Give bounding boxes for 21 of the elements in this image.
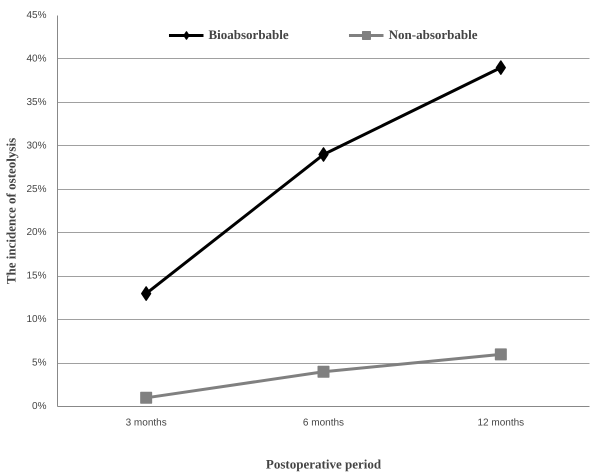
x-tick-label: 6 months <box>302 418 344 428</box>
y-tick-label: 35% <box>26 96 47 108</box>
legend-label: Non-absorbable <box>388 27 478 43</box>
legend-label: Bioabsorbable <box>208 27 289 43</box>
y-tick-label: 5% <box>32 358 47 369</box>
point <box>318 366 330 378</box>
y-tick-label: 45% <box>26 10 47 21</box>
y-tick-label: 0% <box>32 401 47 412</box>
x-tick-label: 3 months <box>126 418 167 428</box>
y-tick-label: 25% <box>26 184 47 195</box>
x-axis-title: Postoperative period <box>266 456 382 472</box>
y-axis-title: The incidence of osteolysis <box>3 138 18 284</box>
point <box>318 147 329 162</box>
y-tick-label: 30% <box>26 140 47 152</box>
y-tick-label: 15% <box>26 270 47 282</box>
y-tick-label: 10% <box>26 314 47 326</box>
point <box>140 392 152 404</box>
y-tick-label: 40% <box>26 53 47 64</box>
y-tick-label: 20% <box>26 227 47 238</box>
x-tick-label: 12 months <box>477 418 524 428</box>
point <box>494 348 507 360</box>
